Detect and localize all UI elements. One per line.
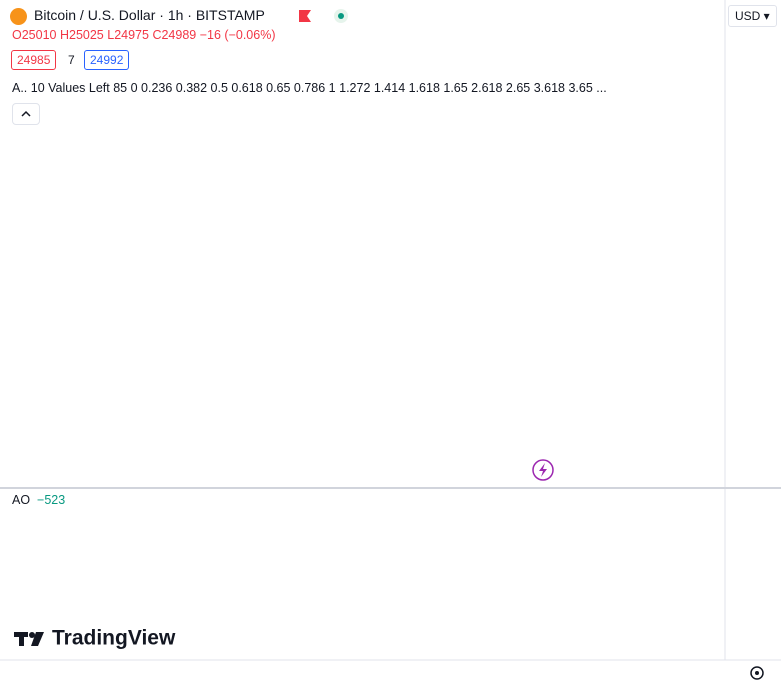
settings-icon[interactable] <box>750 666 764 680</box>
indicator-legend: AO −523 <box>12 493 65 507</box>
currency-dropdown[interactable]: USD ▾ <box>728 5 777 27</box>
low: L24975 <box>107 28 149 42</box>
ask-box[interactable]: 24992 <box>84 50 130 70</box>
symbol-title[interactable]: Bitcoin / U.S. Dollar · 1h · BITSTAMP <box>34 7 265 23</box>
spread: 7 <box>68 53 75 67</box>
coin-icon <box>10 8 27 25</box>
collapse-button[interactable] <box>12 103 40 125</box>
open: O25010 <box>12 28 57 42</box>
lightning-glyph <box>539 463 547 477</box>
flag-icon[interactable] <box>298 9 312 23</box>
high: H25025 <box>59 28 104 42</box>
fib-legend: A.. 10 Values Left 85 0 0.236 0.382 0.5 … <box>12 81 607 95</box>
close: C24989 <box>152 28 197 42</box>
indicator-value: −523 <box>37 493 66 507</box>
logo-text: TradingView <box>52 627 176 650</box>
status-icon <box>334 9 348 23</box>
bid-box[interactable]: 24985 <box>11 50 57 70</box>
ohlc-row: O25010 H25025 L24975 C24989 −16 (−0.06%) <box>12 28 275 42</box>
indicator-name: AO <box>12 493 31 507</box>
currency: USD <box>735 9 761 23</box>
tv-logo-glyph <box>14 632 44 646</box>
change: −16 (−0.06%) <box>199 28 276 42</box>
